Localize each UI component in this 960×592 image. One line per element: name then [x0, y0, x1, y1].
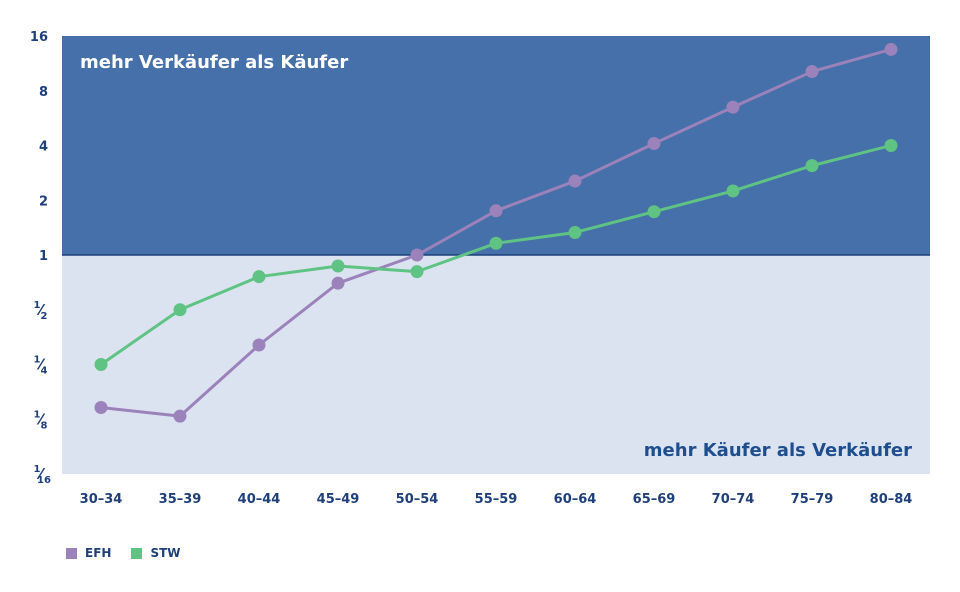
data-point-stw: [647, 205, 661, 219]
data-point-stw: [489, 236, 503, 250]
y-tick-numerator: 1: [34, 409, 41, 420]
y-tick-numerator: 1: [34, 355, 41, 366]
region-lower: [62, 255, 930, 474]
x-tick-label: 60–64: [554, 492, 597, 507]
region-label-upper: mehr Verkäufer als Käufer: [80, 52, 348, 73]
legend-label: STW: [150, 546, 181, 560]
legend: EFH STW: [66, 546, 181, 560]
x-tick-label: 50–54: [396, 492, 439, 507]
x-tick-label: 70–74: [712, 492, 755, 507]
x-tick-label: 45–49: [317, 492, 360, 507]
legend-label: EFH: [85, 546, 112, 560]
data-point-efh: [726, 100, 740, 114]
data-point-stw: [94, 358, 108, 371]
legend-item-stw: STW: [131, 546, 181, 560]
data-point-stw: [568, 225, 582, 239]
data-point-stw: [252, 270, 266, 284]
data-point-efh: [805, 65, 819, 79]
y-tick-numerator: 1: [34, 300, 41, 311]
legend-swatch: [66, 547, 77, 559]
data-point-efh: [331, 276, 345, 290]
data-point-efh: [568, 174, 582, 188]
y-tick-label: 1 ⁄4: [34, 355, 48, 377]
legend-swatch: [131, 547, 143, 559]
data-point-efh: [647, 137, 661, 151]
background-regions: [62, 36, 930, 474]
y-tick-label: 1: [39, 249, 48, 264]
region-labels: mehr Verkäufer als Käufer mehr Käufer als…: [80, 52, 912, 461]
y-tick-label: 2: [39, 194, 48, 209]
y-tick-label: 8: [39, 85, 48, 100]
y-tick-denominator: 16: [37, 475, 51, 486]
y-tick-denominator: 2: [41, 311, 48, 322]
data-point-stw: [331, 259, 345, 273]
data-point-stw: [726, 184, 740, 198]
data-point-efh: [252, 338, 266, 352]
x-tick-label: 30–34: [80, 492, 123, 507]
y-tick-numerator: 1: [34, 464, 41, 475]
data-point-efh: [94, 401, 108, 415]
data-point-stw: [173, 303, 187, 317]
x-tick-label: 35–39: [159, 492, 202, 507]
y-tick-label: 1 ⁄2: [34, 300, 48, 322]
data-point-efh: [884, 42, 898, 56]
y-tick-denominator: 8: [41, 420, 48, 431]
x-tick-label: 40–44: [238, 492, 281, 507]
data-point-efh: [410, 248, 424, 262]
series-points: [94, 42, 898, 423]
y-tick-label: 1 ⁄16: [34, 464, 51, 486]
y-tick-label: 1 ⁄8: [34, 409, 48, 431]
data-point-stw: [805, 159, 819, 173]
x-tick-label: 75–79: [791, 492, 834, 507]
y-tick-label: 4: [39, 140, 48, 155]
y-tick-label: 16: [30, 30, 48, 45]
x-axis-ticks: 30–34 35–39 40–44 45–49 50–54 55–59 60–64 65–69…: [80, 492, 913, 507]
legend-item-efh: EFH: [66, 546, 111, 560]
y-tick-slash: ⁄: [37, 410, 46, 428]
data-point-efh: [489, 204, 503, 218]
x-tick-label: 65–69: [633, 492, 676, 507]
x-tick-label: 55–59: [475, 492, 518, 507]
y-tick-denominator: 4: [41, 366, 48, 377]
data-point-stw: [410, 265, 424, 279]
y-tick-slash: ⁄: [37, 356, 46, 374]
region-upper: [62, 36, 930, 255]
data-point-efh: [173, 409, 187, 423]
x-tick-label: 80–84: [870, 492, 913, 507]
y-tick-slash: ⁄: [37, 301, 46, 319]
data-point-stw: [884, 139, 898, 152]
y-tick-slash: ⁄: [37, 465, 46, 483]
region-label-lower: mehr Käufer als Verkäufer: [644, 440, 912, 461]
